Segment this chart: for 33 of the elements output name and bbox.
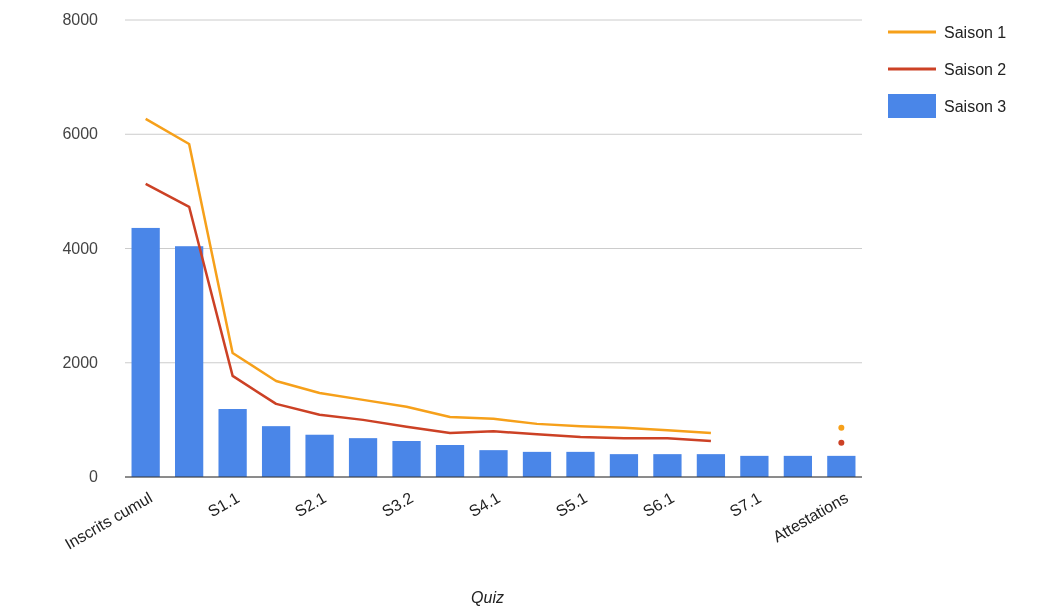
bar: [348, 438, 378, 477]
x-tick-label: S7.1: [726, 488, 764, 521]
bar: [218, 409, 247, 477]
bar: [305, 434, 334, 477]
bar: [392, 441, 421, 477]
bar: [740, 455, 769, 477]
bar: [696, 454, 726, 477]
bar: [131, 227, 160, 477]
legend-label: Saison 3: [944, 98, 1007, 115]
x-axis-title: Quiz: [471, 589, 504, 606]
legend-label: Saison 2: [944, 61, 1007, 78]
bar: [261, 426, 291, 477]
bar: [827, 455, 856, 477]
legend-label: Saison 1: [944, 24, 1007, 41]
bar: [609, 454, 639, 477]
x-tick-label: S5.1: [552, 488, 591, 521]
y-tick-label: 6000: [62, 125, 99, 143]
bar: [479, 450, 508, 477]
y-tick-label: 0: [89, 468, 99, 485]
x-tick-label: S1.1: [205, 488, 243, 521]
y-tick-label: 8000: [62, 11, 99, 28]
bar: [566, 451, 595, 477]
x-tick-label: S2.1: [292, 488, 330, 521]
bar: [435, 445, 465, 477]
x-tick-label: S3.2: [379, 488, 417, 521]
y-tick-label: 2000: [62, 353, 99, 371]
bar: [522, 451, 552, 477]
y-tick-label: 4000: [62, 239, 99, 257]
bar: [175, 246, 204, 477]
x-tick-label: S4.1: [465, 488, 504, 521]
bar: [783, 455, 812, 477]
bar: [653, 454, 682, 477]
x-tick-label: S6.1: [639, 488, 677, 521]
